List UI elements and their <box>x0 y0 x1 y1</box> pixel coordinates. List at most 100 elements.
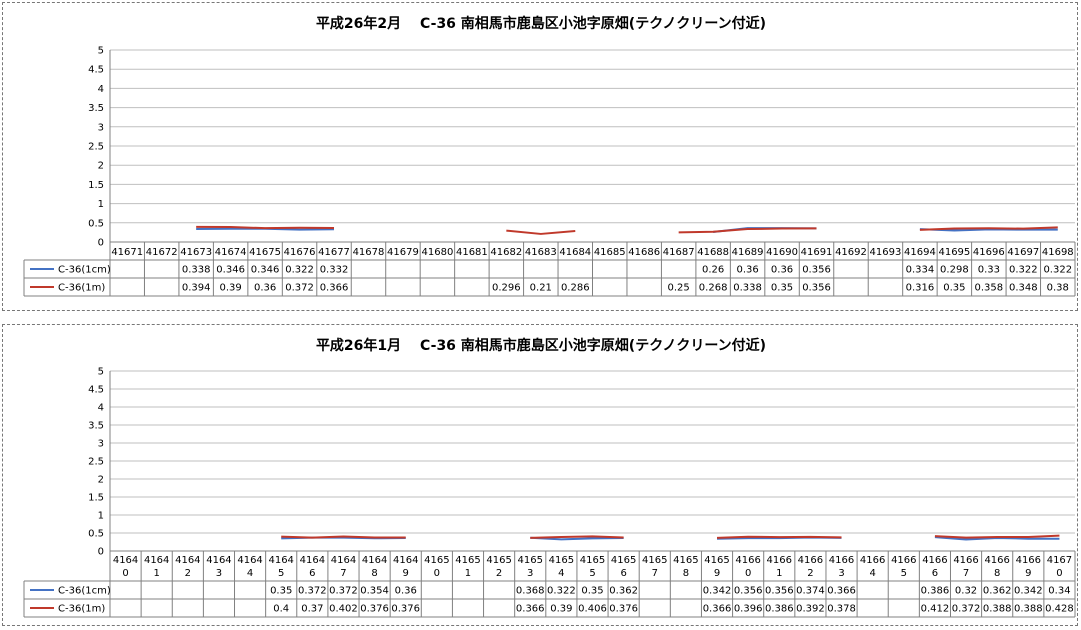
y-tick-label: 5 <box>98 367 104 378</box>
data-label: 0.396 <box>734 604 763 615</box>
x-tick-label: 41681 <box>456 247 488 258</box>
data-label: 0.356 <box>734 586 763 597</box>
y-tick-label: 4 <box>98 84 104 95</box>
x-tick-label: 4165 1 <box>455 555 480 579</box>
y-tick-label: 0.5 <box>88 529 104 540</box>
x-tick-label: 4165 3 <box>518 555 543 579</box>
x-tick-label: 4164 0 <box>113 555 138 579</box>
y-tick-label: 5 <box>98 46 104 57</box>
x-tick-label: 41694 <box>904 247 936 258</box>
chart-svg-feb: 平成26年2月 C-36 南相馬市鹿島区小池字原畑(テクノクリーン付近) 0 0.… <box>23 15 1076 297</box>
data-label: 0.322 <box>1043 265 1072 276</box>
x-tick-label: 41692 <box>835 247 867 258</box>
x-tick-label: 4165 0 <box>424 555 449 579</box>
data-label: 0.366 <box>320 283 349 294</box>
data-label: 0.406 <box>578 604 607 615</box>
data-label: 0.402 <box>329 604 358 615</box>
y-tick-label: 4.5 <box>88 65 104 76</box>
x-tick-label: 4166 2 <box>798 555 823 579</box>
data-label: 0.386 <box>765 604 794 615</box>
data-label: 0.35 <box>943 283 965 294</box>
x-tick-label: 4166 8 <box>984 555 1009 579</box>
x-tick-label: 4166 9 <box>1016 555 1041 579</box>
data-label: 0.376 <box>391 604 420 615</box>
data-label: 0.298 <box>940 265 969 276</box>
y-tick-label: 4.5 <box>88 385 104 396</box>
data-label: 0.39 <box>550 604 572 615</box>
data-label: 0.356 <box>802 265 831 276</box>
y-tick-label: 3.5 <box>88 421 104 432</box>
data-label: 0.332 <box>320 265 349 276</box>
x-tick-label: 4165 9 <box>704 555 729 579</box>
x-tick-label: 4164 2 <box>175 555 200 579</box>
x-tick-label: 4164 1 <box>144 555 169 579</box>
x-tick-label: 4165 7 <box>642 555 667 579</box>
legend-label: C-36(1cm) <box>58 586 111 597</box>
data-label: 0.368 <box>516 586 545 597</box>
data-label: 0.362 <box>983 586 1012 597</box>
data-label: 0.386 <box>921 586 950 597</box>
series-line <box>934 534 1060 539</box>
x-tick-label: 4164 6 <box>300 555 325 579</box>
data-label: 0.388 <box>1014 604 1043 615</box>
x-tick-label: 4164 9 <box>393 555 418 579</box>
data-label: 0.366 <box>827 586 856 597</box>
data-label: 0.348 <box>1009 283 1038 294</box>
x-tick-label: 41679 <box>387 247 419 258</box>
data-label: 0.366 <box>703 604 732 615</box>
series-line <box>530 536 624 541</box>
x-tick-label: 4166 3 <box>829 555 854 579</box>
x-tick-label: 41697 <box>1007 247 1039 258</box>
data-label: 0.338 <box>182 265 211 276</box>
data-label: 0.358 <box>975 283 1004 294</box>
x-tick-label: 4167 0 <box>1047 555 1072 579</box>
data-label: 0.34 <box>1048 586 1070 597</box>
series-line <box>716 535 842 539</box>
data-label: 0.346 <box>251 265 280 276</box>
x-tick-label: 4166 4 <box>860 555 885 579</box>
data-label: 0.39 <box>219 283 241 294</box>
x-tick-label: 4164 7 <box>331 555 356 579</box>
x-tick-label: 4165 8 <box>673 555 698 579</box>
y-tick-label: 2 <box>98 475 104 486</box>
data-label: 0.322 <box>547 586 576 597</box>
data-label: 0.412 <box>921 604 950 615</box>
data-label: 0.35 <box>771 283 793 294</box>
x-tick-label: 41671 <box>111 247 143 258</box>
series-line <box>919 228 1058 232</box>
x-tick-label: 41690 <box>766 247 798 258</box>
data-label: 0.36 <box>254 283 276 294</box>
data-label: 0.428 <box>1045 604 1074 615</box>
data-label: 0.36 <box>395 586 417 597</box>
x-tick-label: 41688 <box>697 247 729 258</box>
chart-title: 平成26年1月 C-36 南相馬市鹿島区小池字原畑(テクノクリーン付近) <box>316 337 766 354</box>
series-line <box>919 226 1058 231</box>
data-label: 0.322 <box>1009 265 1038 276</box>
data-label: 0.356 <box>802 283 831 294</box>
x-tick-label: 4166 7 <box>953 555 978 579</box>
series-line <box>678 227 817 234</box>
x-tick-label: 41684 <box>559 247 591 258</box>
x-tick-label: 41685 <box>594 247 626 258</box>
data-label: 0.366 <box>516 604 545 615</box>
x-tick-label: 4164 4 <box>237 555 262 579</box>
data-label: 0.35 <box>581 586 603 597</box>
x-tick-label: 41673 <box>180 247 212 258</box>
y-tick-label: 0 <box>98 238 104 249</box>
data-label: 0.36 <box>771 265 793 276</box>
x-tick-label: 41686 <box>628 247 660 258</box>
x-tick-label: 4166 5 <box>891 555 916 579</box>
chart-panel-feb: 平成26年2月 C-36 南相馬市鹿島区小池字原畑(テクノクリーン付近) 0 0.… <box>2 2 1078 311</box>
series-line <box>281 535 406 539</box>
x-tick-label: 4166 6 <box>922 555 947 579</box>
y-tick-label: 3.5 <box>88 103 104 114</box>
data-label: 0.32 <box>955 586 977 597</box>
data-label: 0.356 <box>765 586 794 597</box>
x-tick-label: 41691 <box>801 247 833 258</box>
data-label: 0.38 <box>1047 283 1069 294</box>
y-tick-label: 2.5 <box>88 142 104 153</box>
x-tick-label: 41674 <box>215 247 247 258</box>
data-label: 0.296 <box>492 283 521 294</box>
x-tick-label: 41693 <box>870 247 902 258</box>
data-label: 0.268 <box>699 283 728 294</box>
